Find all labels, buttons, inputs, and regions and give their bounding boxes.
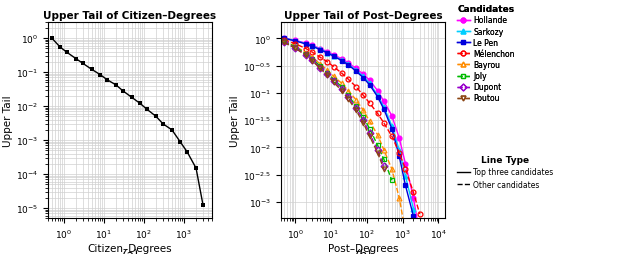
X-axis label: Citizen–Degrees: Citizen–Degrees	[88, 243, 172, 253]
Legend: Top three candidates, Other candidates: Top three candidates, Other candidates	[455, 154, 555, 190]
Y-axis label: Upper Tail: Upper Tail	[230, 95, 240, 146]
Legend: Hollande, Sarkozy, Le Pen, Mélenchon, Bayrou, Joly, Dupont, Poutou: Hollande, Sarkozy, Le Pen, Mélenchon, Ba…	[455, 4, 516, 105]
Y-axis label: Upper Tail: Upper Tail	[3, 95, 13, 146]
Text: (a): (a)	[122, 248, 139, 254]
Title: Upper Tail of Post–Degrees: Upper Tail of Post–Degrees	[284, 11, 442, 21]
Text: (b): (b)	[354, 248, 372, 254]
X-axis label: Post–Degrees: Post–Degrees	[328, 243, 398, 253]
Title: Upper Tail of Citizen–Degrees: Upper Tail of Citizen–Degrees	[44, 11, 216, 21]
